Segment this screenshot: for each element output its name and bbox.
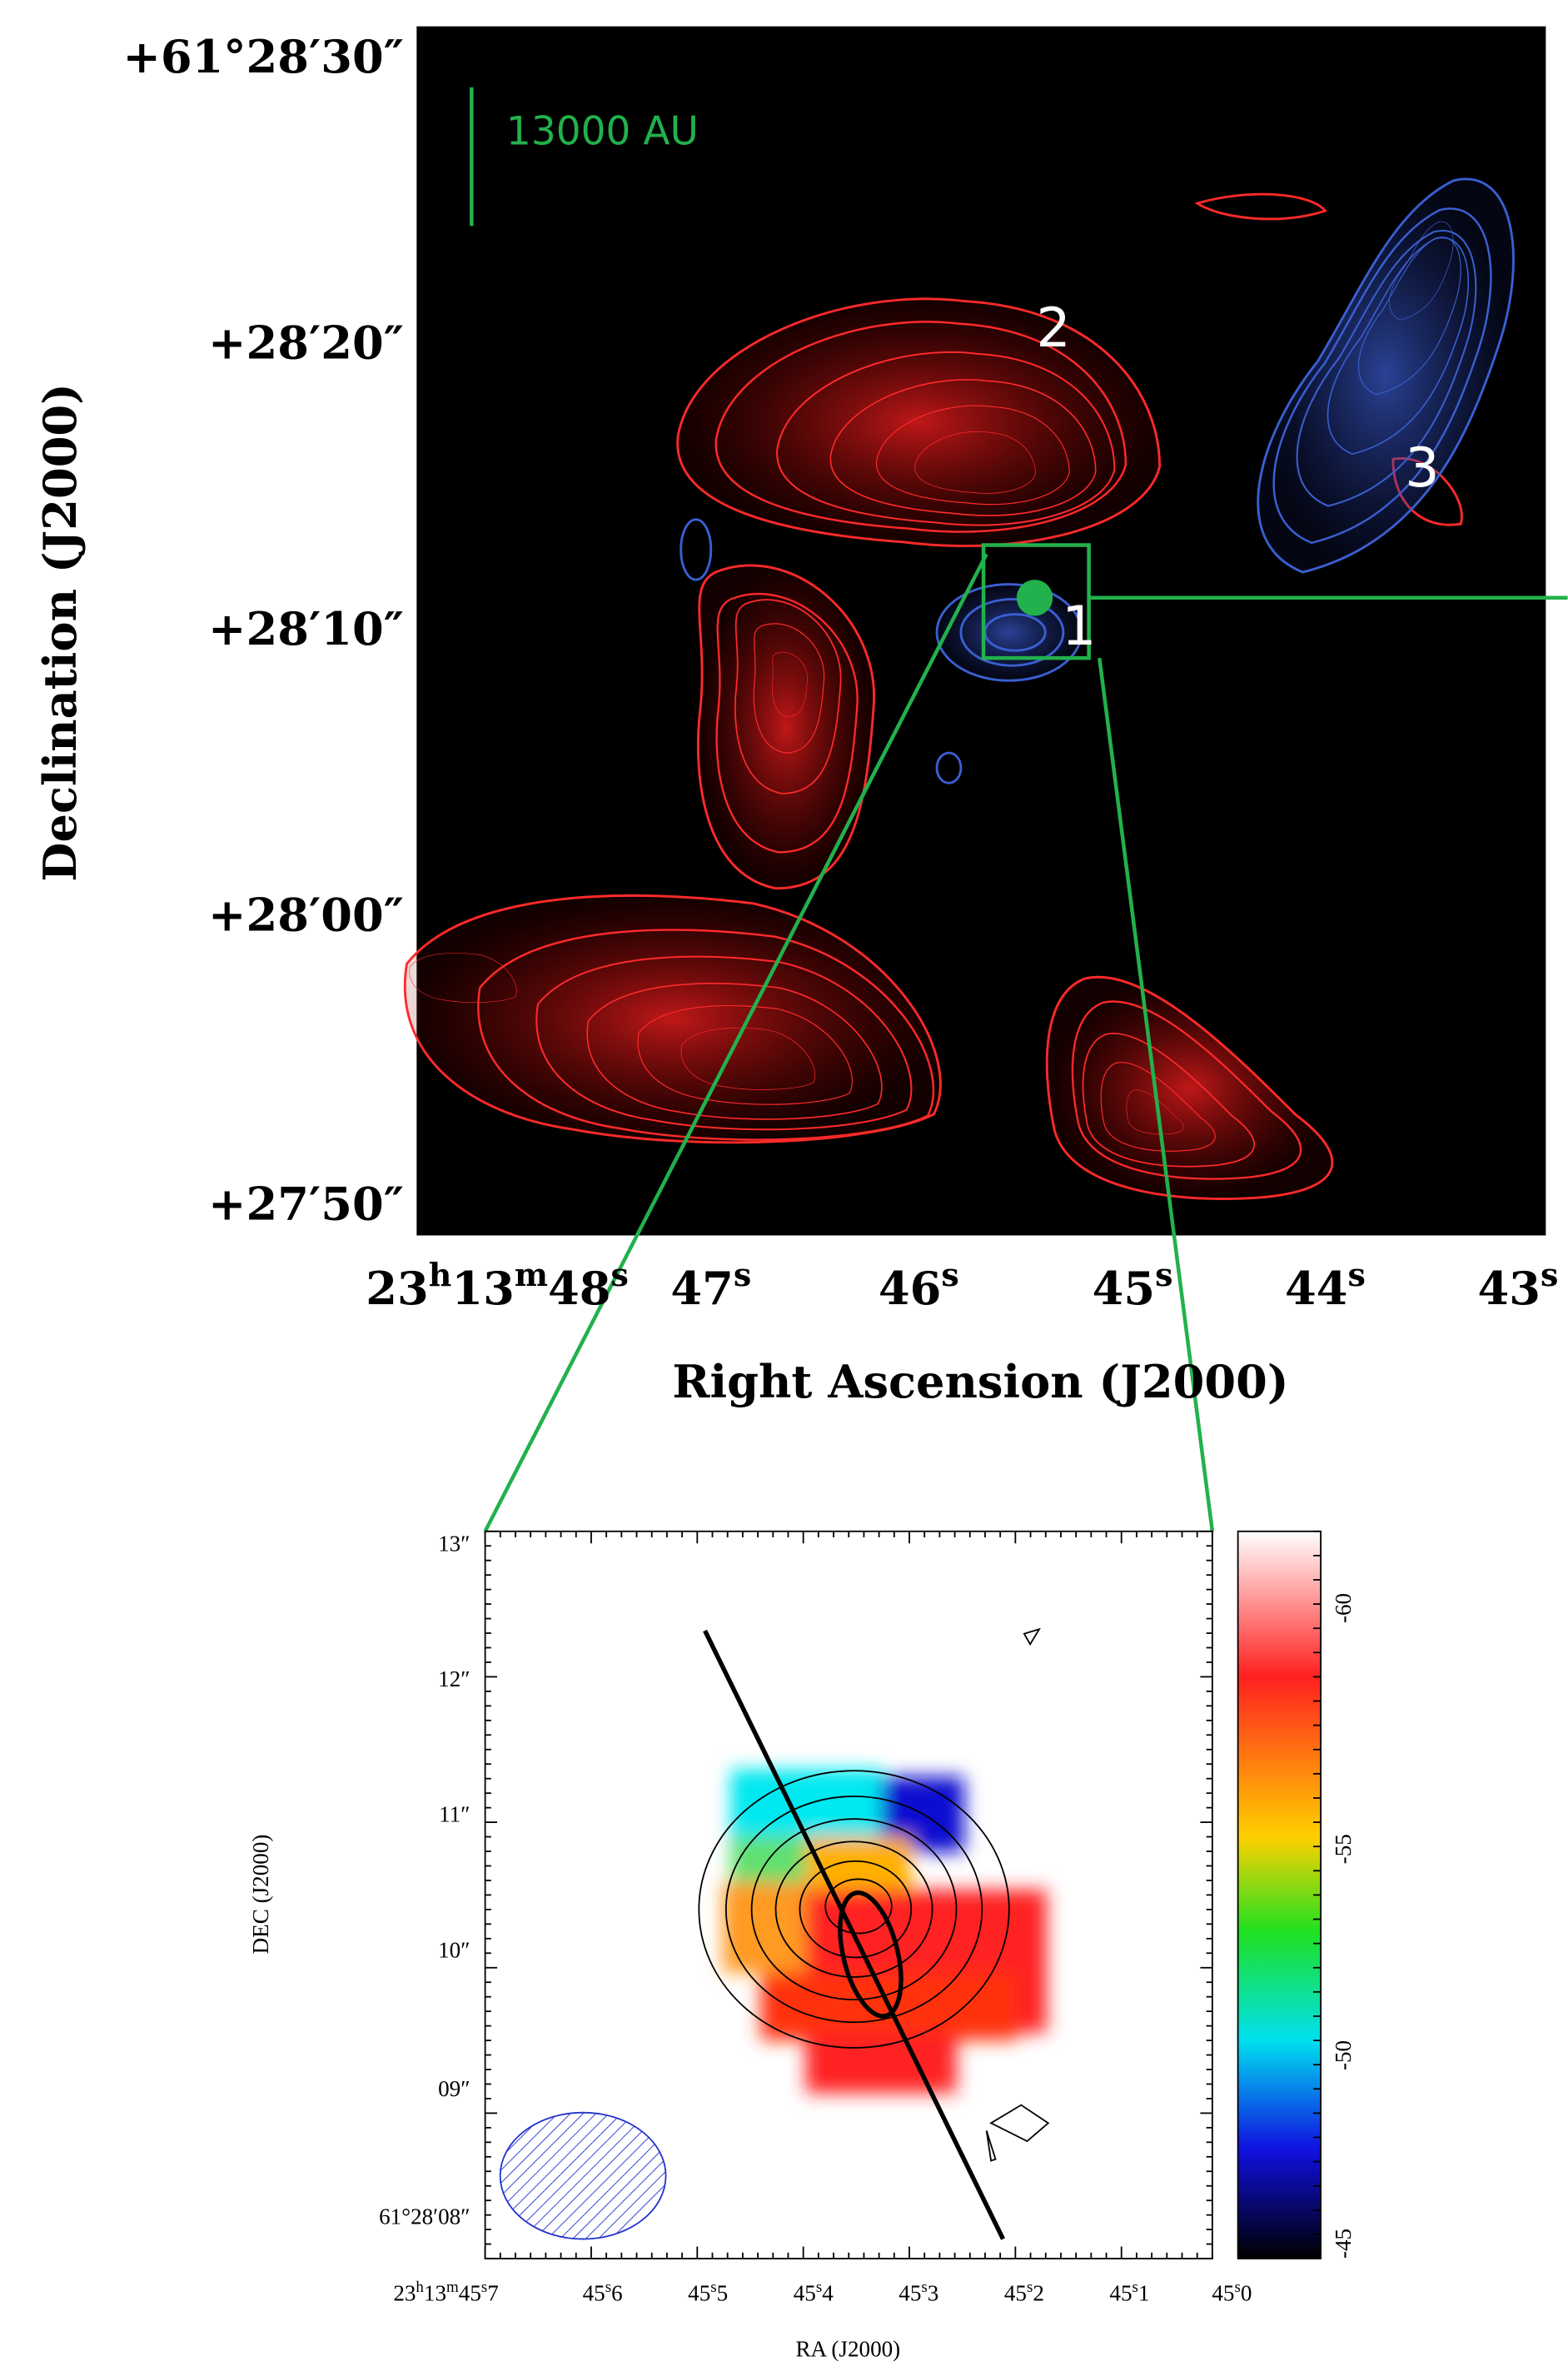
- colorbar: [1237, 1530, 1322, 2259]
- inset-ticks: [484, 1530, 1322, 2259]
- y-tick-label: 61°28′08″: [379, 2204, 470, 2229]
- y-tick-label: +28′00″: [208, 888, 404, 941]
- tick-text: 0: [1241, 2281, 1252, 2306]
- tick-superscript: s: [734, 1256, 751, 1293]
- colorbar-tick-label: -45: [1331, 2229, 1356, 2259]
- x-tick-label: 43s: [1477, 1256, 1558, 1315]
- tick-superscript: s: [1132, 2279, 1138, 2296]
- tick-superscript: s: [710, 2279, 716, 2296]
- colorbar-tick-label: -55: [1331, 1834, 1356, 1864]
- x-tick-label: 45s4: [794, 2279, 834, 2306]
- tick-text: 45: [794, 2281, 816, 2306]
- y-tick-label: +28′10″: [208, 602, 404, 655]
- x-tick-label: 45s1: [1109, 2279, 1149, 2306]
- y-axis-title: Declination (J2000): [33, 383, 87, 881]
- tick-text: 45: [1004, 2281, 1027, 2306]
- x-tick-label: 45s3: [898, 2279, 938, 2306]
- source-label: 1: [1062, 595, 1096, 658]
- x-tick-label: 45s0: [1212, 2279, 1252, 2306]
- tick-superscript: s: [605, 2279, 611, 2296]
- source-label: 2: [1036, 297, 1070, 360]
- tick-text: 45: [688, 2281, 710, 2306]
- tick-text: 13: [424, 2281, 446, 2306]
- colorbar-tick-label: -60: [1331, 1593, 1356, 1623]
- tick-text: 23: [366, 1262, 428, 1315]
- colorbar-tick-label: -50: [1331, 2040, 1356, 2070]
- x-tick-label: 23h13m45s7: [393, 2279, 499, 2306]
- x-tick-label: 45s5: [688, 2279, 728, 2306]
- tick-text: 7: [487, 2281, 499, 2306]
- source-label: 3: [1405, 437, 1439, 500]
- tick-text: 45: [459, 2281, 481, 2306]
- tick-text: 45: [1212, 2281, 1234, 2306]
- tick-text: 47: [670, 1262, 733, 1315]
- x-tick-label: 44s: [1285, 1256, 1366, 1315]
- y-tick-label: 13″: [438, 1531, 470, 1556]
- tick-superscript: s: [941, 1256, 958, 1293]
- y-tick-label: +28′20″: [208, 316, 404, 369]
- outflow-axis: [703, 1629, 1006, 2240]
- tick-text: 6: [611, 2281, 623, 2306]
- inset-panel: DEC (J2000) RA (J2000): [248, 1530, 1322, 2361]
- tick-text: 13: [451, 1262, 514, 1315]
- tick-text: 23: [393, 2281, 416, 2306]
- tick-superscript: s: [1541, 1256, 1558, 1293]
- scale-bar-label: 13000 AU: [506, 109, 699, 155]
- tick-text: 45: [1109, 2281, 1132, 2306]
- y-tick-label: 12″: [438, 1666, 470, 1691]
- tick-superscript: s: [1155, 1256, 1172, 1293]
- tick-text: 43: [1477, 1262, 1540, 1315]
- x-axis-title: Right Ascension (J2000): [672, 1355, 1288, 1408]
- tick-text: 1: [1138, 2281, 1150, 2306]
- tick-superscript: s: [481, 2279, 487, 2296]
- tick-superscript: s: [1234, 2279, 1240, 2296]
- tick-text: 45: [1093, 1262, 1155, 1315]
- x-tick-label: 46s: [879, 1256, 959, 1315]
- x-tick-label: 45s: [1093, 1256, 1173, 1315]
- tick-superscript: m: [515, 1256, 548, 1293]
- tick-superscript: h: [416, 2279, 424, 2296]
- tick-text: 45: [898, 2281, 921, 2306]
- y-axis-title: DEC (J2000): [248, 1835, 273, 1955]
- beam: [499, 2111, 667, 2240]
- tick-superscript: s: [1027, 2279, 1033, 2296]
- y-tick-label: 09″: [438, 2076, 470, 2101]
- y-tick-label: 10″: [438, 1937, 470, 1962]
- x-tick-label: 23h13m48s: [366, 1256, 629, 1315]
- green-overlay: [470, 87, 1568, 1532]
- tick-superscript: s: [610, 1256, 628, 1293]
- tick-text: 5: [717, 2281, 729, 2306]
- y-tick-label: +27′50″: [208, 1178, 404, 1231]
- tick-superscript: s: [816, 2279, 822, 2296]
- tick-text: 4: [822, 2281, 834, 2306]
- tick-text: 2: [1033, 2281, 1044, 2306]
- x-tick-label: 47s: [670, 1256, 751, 1315]
- x-tick-label: 45s2: [1004, 2279, 1044, 2306]
- tick-superscript: s: [1348, 1256, 1366, 1293]
- disk-ellipse: [838, 1890, 903, 2019]
- tick-text: 46: [879, 1262, 941, 1315]
- tick-superscript: m: [446, 2279, 459, 2296]
- y-tick-label: 11″: [439, 1802, 470, 1827]
- tick-text: 44: [1285, 1262, 1347, 1315]
- x-tick-label: 45s6: [583, 2279, 623, 2306]
- top-panel: 13000 AU 2 3 1 Declination (J2000) Right…: [33, 26, 1568, 1532]
- x-axis-title: RA (J2000): [795, 2337, 900, 2361]
- tick-superscript: s: [921, 2279, 927, 2296]
- tick-text: 3: [928, 2281, 939, 2306]
- tick-text: 48: [548, 1262, 610, 1315]
- dust-contours: [698, 1627, 1050, 2162]
- tick-text: 45: [583, 2281, 605, 2306]
- tick-superscript: h: [429, 1256, 452, 1293]
- y-tick-label: +61°28′30″: [122, 30, 404, 83]
